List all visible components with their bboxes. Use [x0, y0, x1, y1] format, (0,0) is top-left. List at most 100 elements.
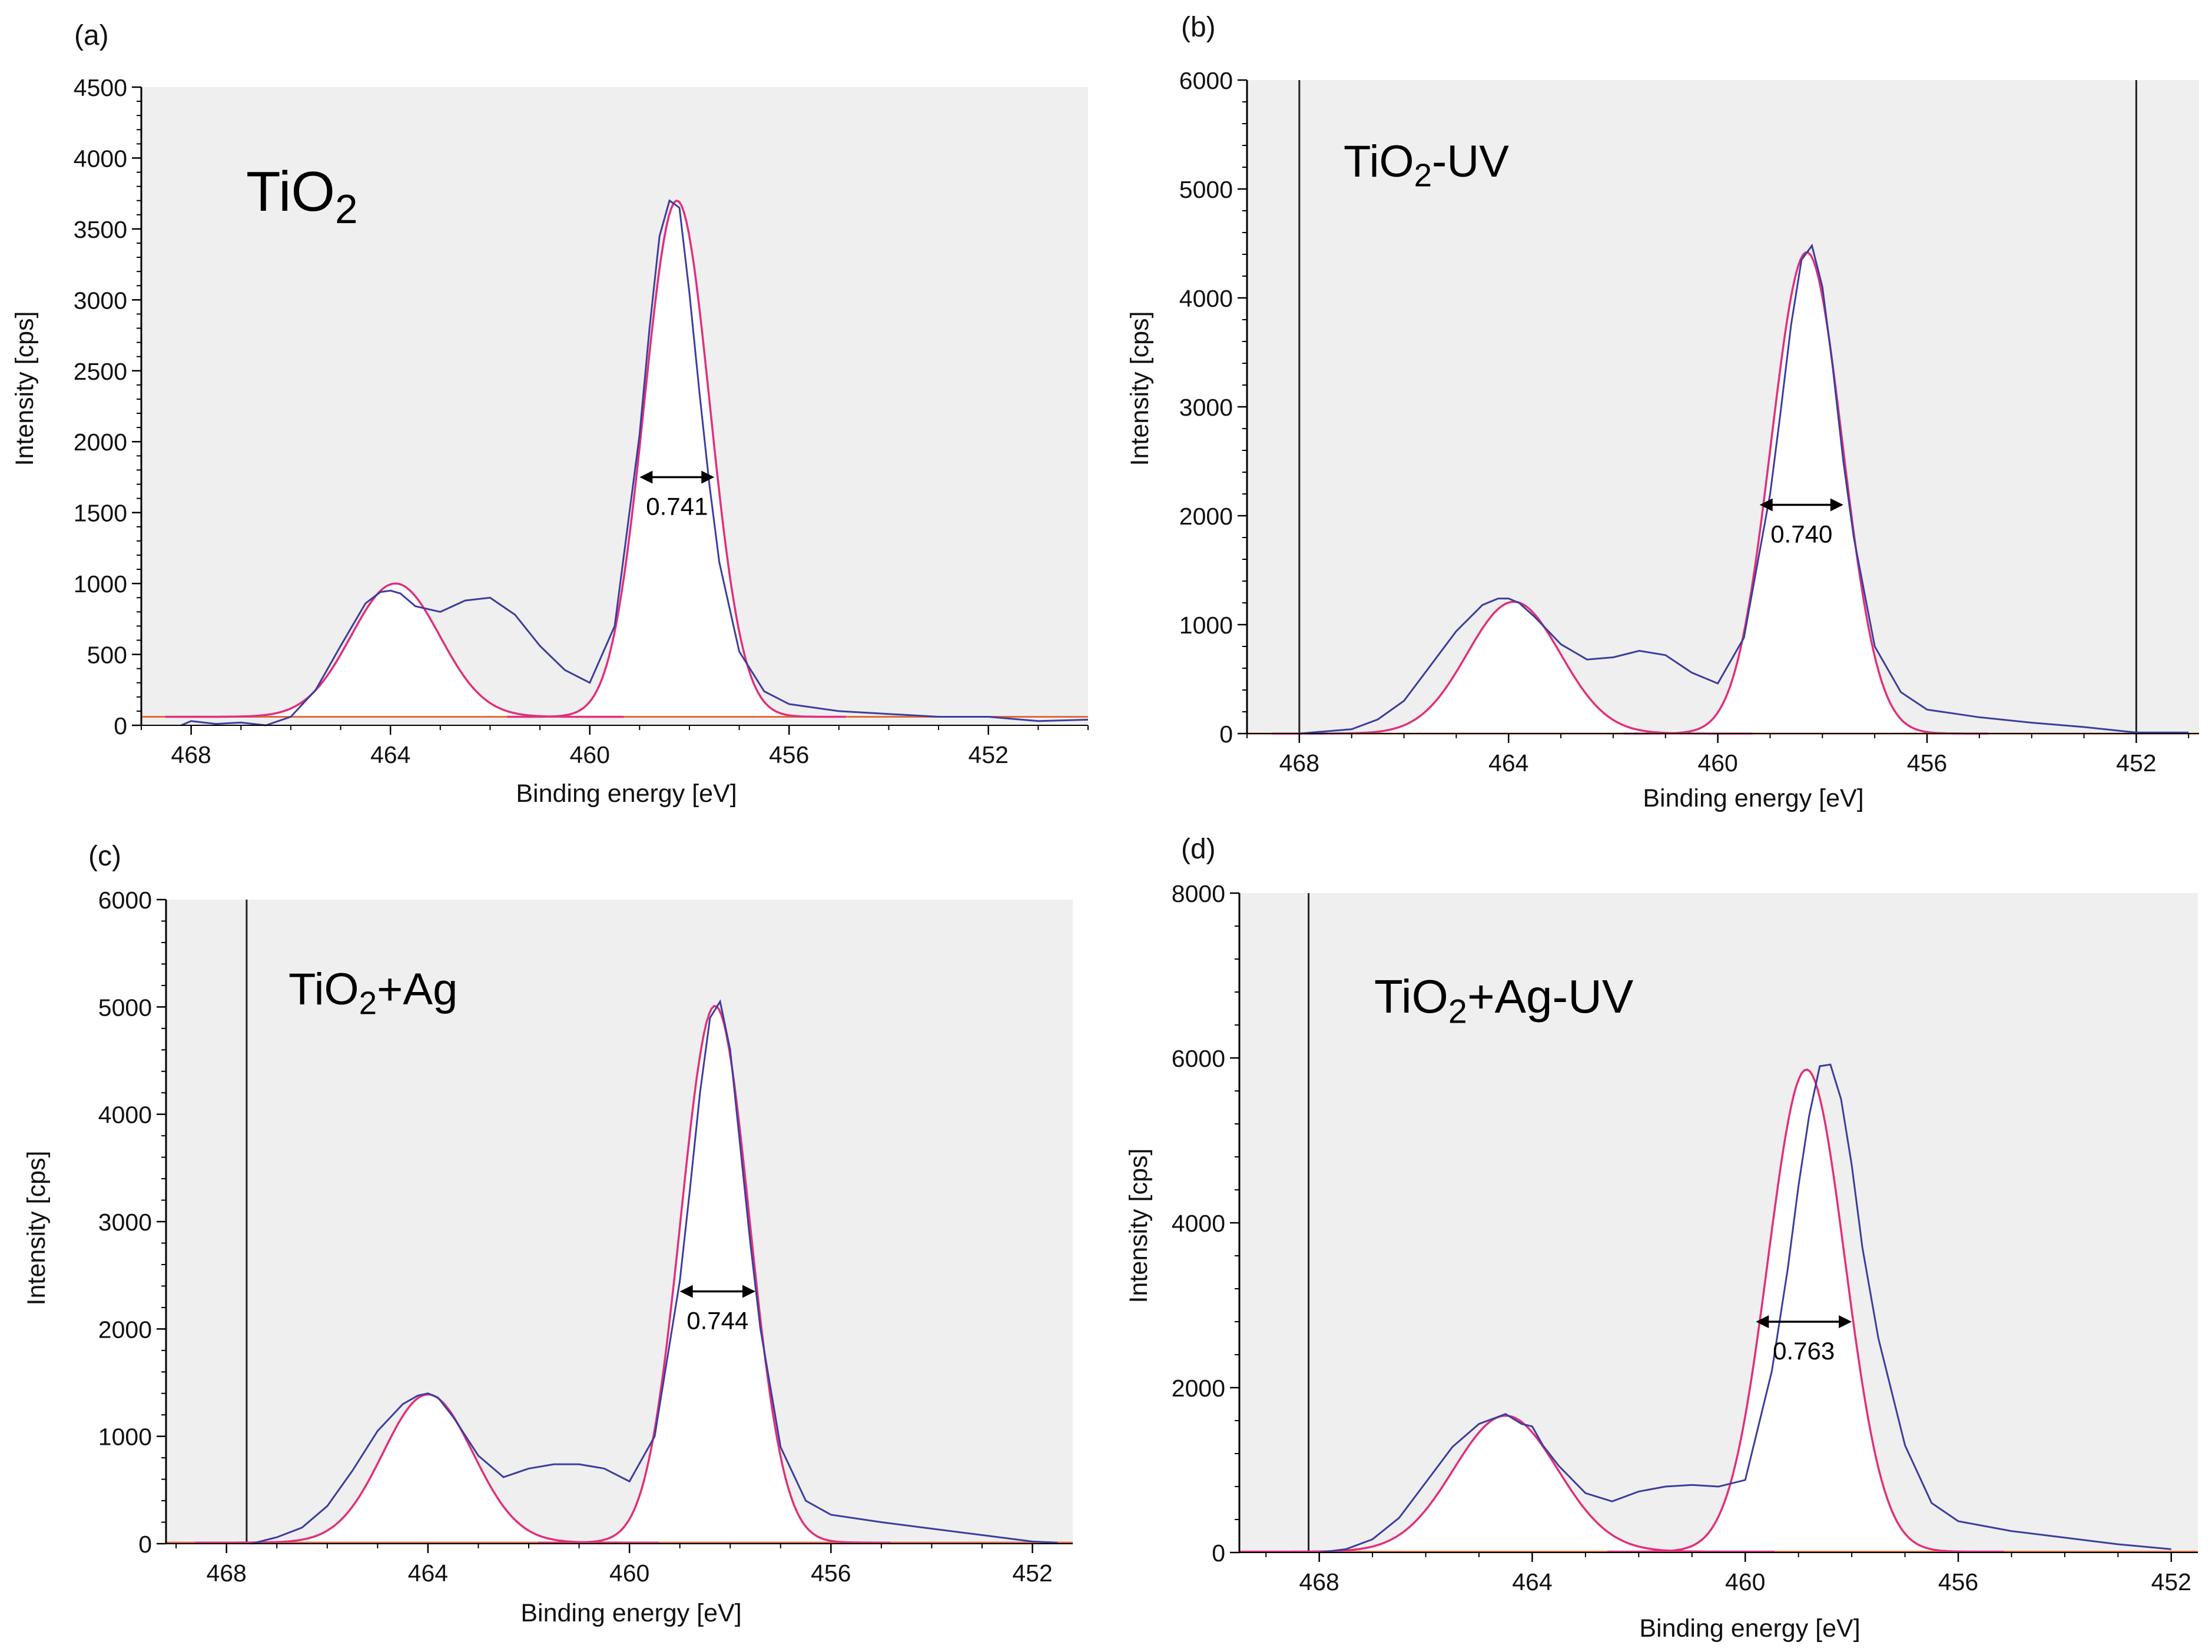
peak-fill-2 — [1673, 252, 1941, 734]
panel-c: 468 464 460 456 452 0 1000 2000 3000 4000 5000 6000… — [22, 841, 1073, 1627]
sample-formula: TiO — [246, 160, 335, 223]
y-tick-label: 8000 — [1172, 880, 1225, 907]
measured-spectrum — [251, 999, 1058, 1545]
x-tick-label: 464 — [408, 1560, 448, 1587]
x-tick-label: 452 — [1012, 1560, 1052, 1587]
y-tick-label: 2000 — [74, 429, 127, 456]
y-tick-label: 4000 — [1172, 1210, 1225, 1237]
sample-formula: TiO — [1374, 970, 1448, 1023]
x-axis-title: Binding energy [eV] — [1643, 784, 1863, 812]
sample-label: TiO2+Ag — [288, 964, 457, 1021]
fwhm-arrowhead-left — [1759, 498, 1773, 512]
fwhm-value-label: 0.740 — [1770, 520, 1832, 548]
plot-area — [141, 87, 1088, 725]
sample-subscript: 2 — [359, 985, 377, 1021]
sample-subscript: 2 — [1448, 993, 1467, 1031]
sample-subscript: 2 — [1414, 157, 1432, 194]
fwhm-arrowhead-left — [679, 1285, 693, 1298]
sample-formula: TiO — [1344, 137, 1414, 187]
x-axis-title: Binding energy [eV] — [516, 779, 737, 808]
peak-fill-2 — [586, 1006, 844, 1543]
y-tick-label: 3000 — [74, 287, 127, 314]
panel-label: (c) — [88, 841, 121, 872]
y-tick-label: 5000 — [98, 994, 152, 1021]
fwhm-arrowhead-right — [1830, 498, 1843, 512]
y-tick-label: 2000 — [1172, 1375, 1225, 1402]
fwhm-value-label: 0.741 — [646, 492, 708, 520]
y-tick-label: 6000 — [98, 887, 152, 914]
y-tick-label: 4000 — [74, 145, 127, 172]
fwhm-arrowhead-left — [1756, 1315, 1769, 1328]
y-tick-label: 1500 — [74, 500, 127, 527]
x-tick-label: 452 — [2116, 749, 2156, 777]
y-tick-label: 0 — [1219, 721, 1233, 748]
y-tick-label: 0 — [138, 1531, 152, 1558]
y-tick-label: 3000 — [1179, 394, 1233, 421]
peak-fill-2 — [1662, 1069, 1952, 1552]
fwhm-value-label: 0.763 — [1773, 1337, 1835, 1365]
y-axis-title: Intensity [cps] — [1125, 1149, 1153, 1303]
x-tick-label: 464 — [1488, 749, 1528, 777]
sample-label: TiO2 — [246, 160, 358, 232]
plot-area — [166, 900, 1073, 1544]
x-tick-label: 456 — [769, 741, 809, 768]
y-axis-title: Intensity [cps] — [22, 1151, 51, 1306]
x-tick-label: 460 — [609, 1560, 649, 1587]
peak-fill-1 — [228, 583, 563, 717]
y-tick-label: 6000 — [1172, 1045, 1225, 1072]
peak-fill-1 — [1338, 602, 1690, 734]
y-tick-label: 2000 — [1179, 503, 1233, 530]
x-tick-label: 468 — [206, 1560, 246, 1587]
fwhm-value-label: 0.744 — [687, 1307, 748, 1335]
fwhm-arrowhead-right — [742, 1285, 755, 1298]
y-tick-label: 1000 — [1179, 612, 1233, 639]
panel-label: (a) — [74, 20, 109, 51]
y-tick-label: 500 — [87, 642, 127, 669]
measured-spectrum — [181, 199, 1089, 727]
peak-fill-1 — [1309, 1415, 1702, 1552]
y-tick-label: 4000 — [98, 1102, 152, 1129]
peak-fill-2 — [553, 201, 801, 717]
panel-d: 468 464 460 456 452 0 2000 4000 6000 8000 Binding … — [1125, 834, 2198, 1643]
y-tick-label: 4500 — [74, 74, 127, 101]
x-tick-label: 468 — [171, 741, 211, 768]
sample-suffix: -UV — [1432, 137, 1509, 187]
y-tick-label: 5000 — [1179, 176, 1233, 203]
x-tick-label: 464 — [1512, 1568, 1552, 1595]
fit-component-2 — [1622, 251, 1989, 735]
panel-label: (b) — [1181, 12, 1216, 43]
sample-suffix: +Ag-UV — [1467, 970, 1634, 1023]
y-tick-label: 1000 — [74, 570, 127, 598]
y-tick-label: 6000 — [1179, 67, 1233, 94]
x-tick-label: 456 — [811, 1560, 851, 1587]
fwhm-arrowhead-right — [701, 470, 715, 484]
y-axis-title: Intensity [cps] — [1126, 311, 1154, 466]
y-tick-label: 3500 — [74, 216, 127, 243]
fwhm-arrowhead-right — [1839, 1315, 1852, 1328]
x-tick-label: 456 — [1907, 749, 1947, 777]
x-tick-label: 460 — [569, 741, 609, 768]
sample-label: TiO2+Ag-UV — [1374, 970, 1634, 1031]
panel-label: (d) — [1181, 834, 1216, 865]
x-tick-label: 468 — [1299, 1568, 1339, 1595]
fit-component-2 — [538, 1005, 891, 1544]
x-axis-title: Binding energy [eV] — [520, 1599, 741, 1627]
peak-fill-1 — [258, 1394, 598, 1543]
y-tick-label: 0 — [114, 712, 127, 739]
x-tick-label: 460 — [1697, 749, 1737, 777]
y-tick-label: 1000 — [98, 1424, 152, 1451]
measured-spectrum — [1319, 1063, 2171, 1554]
fit-component-2 — [507, 199, 846, 718]
y-tick-label: 2500 — [74, 358, 127, 385]
y-tick-label: 3000 — [98, 1209, 152, 1236]
sample-subscript: 2 — [335, 186, 357, 232]
x-axis-title: Binding energy [eV] — [1639, 1614, 1860, 1643]
panel-b: 468 464 460 456 452 0 1000 2000 3000 4000 5000 6000… — [1126, 12, 2199, 812]
fwhm-arrowhead-left — [639, 470, 653, 484]
sample-suffix: +Ag — [377, 964, 457, 1014]
fit-component-2 — [1607, 1068, 2004, 1553]
measured-spectrum — [1299, 243, 2189, 735]
x-tick-label: 452 — [2151, 1568, 2191, 1595]
y-axis-title: Intensity [cps] — [11, 311, 39, 466]
